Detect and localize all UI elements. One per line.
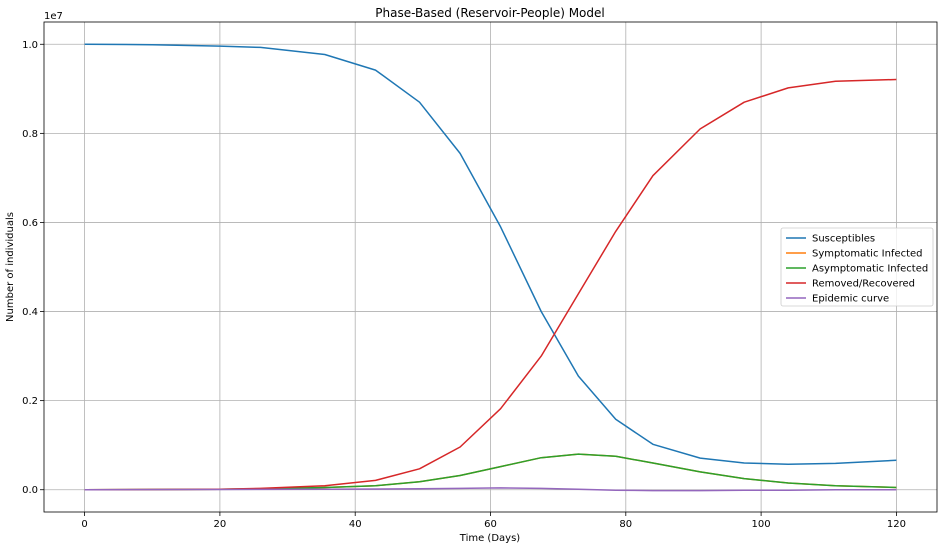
legend-entry-label: Asymptomatic Infected [812, 264, 928, 275]
y-tick-label: 0.8 [22, 129, 38, 140]
y-tick-label: 0.2 [22, 396, 38, 407]
series-line-susceptibles [84, 43, 897, 466]
legend-entry-label: Susceptibles [812, 234, 875, 245]
x-tick-label: 100 [752, 519, 771, 530]
x-tick-label: 0 [81, 519, 87, 530]
y-offset-label: 1e7 [44, 11, 63, 22]
y-axis-label: Number of individuals [5, 212, 16, 322]
y-tick-label: 0.6 [22, 218, 38, 229]
series-line-epidemic-curve [84, 487, 897, 492]
axis-ticks: 0 20 40 60 80 100 120 0.0 0.2 0.4 0.6 0.8 1.0 [22, 40, 906, 530]
legend-entry-label: Removed/Recovered [812, 279, 915, 290]
x-tick-label: 120 [887, 519, 906, 530]
legend-box [780, 227, 934, 307]
series-lines [84, 43, 897, 492]
legend-entry-label: Epidemic curve [812, 294, 889, 305]
chart-title: Phase-Based (Reservoir-People) Model [375, 6, 604, 20]
series-line-removed-recovered [84, 78, 897, 491]
x-axis-label: Time (Days) [459, 533, 521, 544]
x-tick-label: 80 [619, 519, 632, 530]
x-tick-label: 20 [214, 519, 227, 530]
y-tick-label: 1.0 [22, 40, 38, 51]
y-tick-label: 0.0 [22, 485, 38, 496]
legend-entry-label: Symptomatic Infected [812, 249, 923, 260]
y-tick-label: 0.4 [22, 307, 38, 318]
x-tick-label: 60 [484, 519, 497, 530]
legend: Susceptibles Symptomatic Infected Asymptom… [780, 227, 934, 307]
x-tick-label: 40 [349, 519, 362, 530]
series-line-asymptomatic-infected [84, 453, 897, 491]
